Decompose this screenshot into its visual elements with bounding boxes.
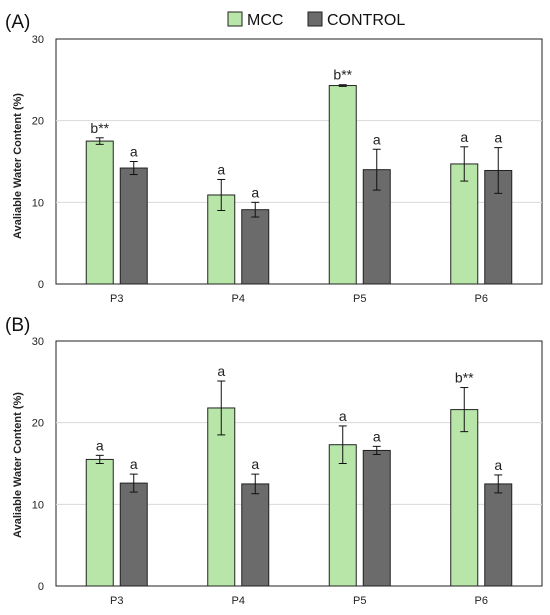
x-tick-labels-a: P3 P4 P5 P6 (110, 293, 488, 305)
bar-control (119, 167, 148, 285)
significance-label-mcc: a (460, 129, 468, 145)
x-tick-labels-b: P3 P4 P5 P6 (110, 595, 488, 607)
legend-swatch-mcc (227, 11, 243, 27)
x-tick-label: P3 (110, 293, 123, 305)
y-axis-label-a: Avaliable Water Content (%) (12, 93, 24, 239)
y-axis-label-b: Avaliable Water Content (%) (12, 392, 24, 538)
plot-area-a (55, 38, 543, 285)
significance-label-control: a (251, 184, 259, 200)
panel-label-b: (B) (5, 315, 30, 336)
y-tick-label: 30 (32, 34, 44, 46)
bar-mcc (450, 163, 479, 285)
significance-label-control: a (130, 144, 138, 160)
legend: MCC CONTROL (227, 11, 405, 29)
y-tick-label: 10 (32, 499, 44, 511)
significance-label-mcc: b** (455, 370, 474, 386)
significance-label-control: a (494, 130, 502, 146)
bar-control (484, 483, 513, 587)
x-tick-label: P3 (110, 595, 123, 607)
panel-label-a: (A) (5, 12, 30, 33)
significance-label-mcc: a (339, 408, 347, 424)
bar-mcc (207, 407, 236, 587)
bars-b: a a a a a a b** a (85, 363, 513, 587)
bar-mcc (450, 409, 479, 587)
x-tick-label: P6 (475, 293, 488, 305)
x-tick-label: P5 (353, 595, 366, 607)
significance-label-control: a (130, 456, 138, 472)
bar-control (241, 209, 270, 285)
legend-label-mcc: MCC (247, 12, 283, 29)
chart-panel-b: (B) a a a a a a b** a 0 10 20 30 P3 P4 P5 P6 Avaliabl… (5, 315, 543, 607)
chart-panel-a: (A) b** a a a b** a a a 0 10 20 30 P3 P4 P5 P6 Avalia… (5, 12, 543, 305)
bars-a: b** a a a b** a a a (85, 67, 513, 285)
y-tick-label: 20 (32, 116, 44, 128)
bar-control (119, 482, 148, 587)
x-tick-label: P5 (353, 293, 366, 305)
legend-label-control: CONTROL (327, 12, 405, 29)
significance-label-mcc: b** (90, 120, 109, 136)
y-tick-label: 30 (32, 336, 44, 348)
significance-label-mcc: a (96, 437, 104, 453)
bar-control (241, 483, 270, 587)
significance-label-mcc: a (217, 161, 225, 177)
significance-label-control: a (373, 428, 381, 444)
plot-area-b (55, 340, 543, 587)
significance-label-mcc: b** (333, 67, 352, 83)
x-tick-label: P4 (232, 595, 245, 607)
significance-label-control: a (494, 457, 502, 473)
bar-control (362, 449, 391, 587)
x-tick-label: P6 (475, 595, 488, 607)
bar-mcc (85, 140, 114, 285)
y-tick-label: 0 (38, 581, 44, 593)
y-tick-label: 0 (38, 279, 44, 291)
significance-label-control: a (373, 131, 381, 147)
bar-mcc (328, 444, 357, 587)
y-tick-label: 10 (32, 197, 44, 209)
bar-control (484, 169, 513, 285)
bar-mcc (328, 85, 357, 285)
y-tick-labels-a: 0 10 20 30 (32, 34, 44, 291)
legend-swatch-control (307, 11, 323, 27)
significance-label-control: a (251, 456, 259, 472)
bar-mcc (207, 194, 236, 285)
y-tick-label: 20 (32, 418, 44, 430)
y-tick-labels-b: 0 10 20 30 (32, 336, 44, 593)
x-tick-label: P4 (232, 293, 245, 305)
bar-mcc (85, 458, 114, 587)
significance-label-mcc: a (217, 363, 225, 379)
